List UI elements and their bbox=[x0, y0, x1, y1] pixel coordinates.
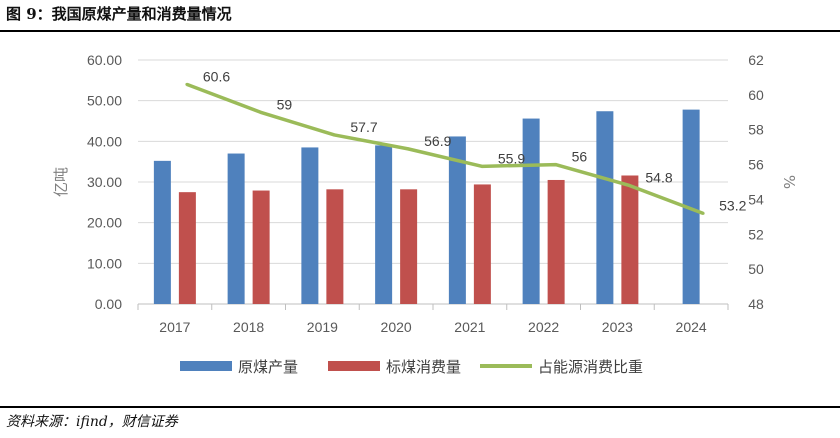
right-axis-ticks: 48 50 52 54 56 58 60 62 bbox=[748, 52, 764, 312]
right-tick-label: 62 bbox=[748, 52, 764, 68]
line-point bbox=[627, 183, 631, 187]
right-tick-label: 50 bbox=[748, 261, 764, 277]
line-energy-share bbox=[186, 82, 704, 216]
line-data-label: 60.6 bbox=[203, 68, 230, 84]
category-label: 2020 bbox=[381, 319, 412, 335]
category-label: 2018 bbox=[233, 319, 264, 335]
bar-standard-coal-consumption bbox=[252, 190, 270, 304]
line-data-label: 57.7 bbox=[350, 119, 377, 135]
source-note: 资料来源：ifind，财信证券 bbox=[6, 414, 178, 430]
bar-standard-coal-consumption bbox=[326, 189, 344, 304]
line-point bbox=[185, 82, 189, 86]
bar-raw-coal-output bbox=[448, 136, 466, 304]
line-point bbox=[332, 133, 336, 137]
combo-chart: 0.00 10.00 20.00 30.00 40.00 50.00 60.00 48 50 5… bbox=[52, 52, 798, 376]
category-label: 2023 bbox=[602, 319, 633, 335]
left-tick-label: 40.00 bbox=[87, 133, 122, 149]
line-point bbox=[406, 147, 410, 151]
line-data-label: 56 bbox=[572, 149, 588, 165]
bar-standard-coal-consumption bbox=[473, 184, 491, 304]
bar-raw-coal-output bbox=[682, 109, 700, 304]
bar-standard-coal-consumption bbox=[621, 175, 639, 304]
bar-standard-coal-consumption bbox=[178, 192, 196, 304]
bar-raw-coal-output bbox=[153, 160, 171, 304]
left-tick-label: 30.00 bbox=[87, 174, 122, 190]
legend-entry: 原煤产量 bbox=[238, 358, 298, 376]
category-label: 2022 bbox=[528, 319, 559, 335]
legend-swatch bbox=[180, 361, 232, 371]
line-data-label: 53.2 bbox=[719, 197, 746, 213]
line-data-label: 54.8 bbox=[645, 169, 672, 185]
right-tick-label: 58 bbox=[748, 122, 764, 138]
bar-raw-coal-output bbox=[227, 153, 245, 304]
legend-entry: 标煤消费量 bbox=[386, 358, 461, 376]
category-label: 2017 bbox=[159, 319, 190, 335]
left-axis-ticks: 0.00 10.00 20.00 30.00 40.00 50.00 60.00 bbox=[87, 52, 122, 312]
bar-standard-coal-consumption bbox=[400, 189, 418, 304]
bar-standard-coal-consumption bbox=[547, 179, 565, 304]
line-point bbox=[259, 110, 263, 114]
line-series: 60.6 59 57.7 56.9 55.9 56 54.8 53.2 bbox=[185, 68, 747, 216]
right-tick-label: 52 bbox=[748, 226, 764, 242]
left-tick-label: 50.00 bbox=[87, 93, 122, 109]
top-rule bbox=[0, 30, 840, 32]
bottom-rule bbox=[0, 406, 840, 408]
left-tick-label: 20.00 bbox=[87, 215, 122, 231]
legend-entry: 占能源消费比重 bbox=[538, 358, 643, 376]
category-label: 2019 bbox=[307, 319, 338, 335]
right-tick-label: 56 bbox=[748, 157, 764, 173]
bar-raw-coal-output bbox=[301, 147, 319, 304]
bar-series bbox=[153, 109, 700, 305]
line-data-label: 56.9 bbox=[424, 133, 451, 149]
bar-raw-coal-output bbox=[522, 118, 540, 304]
left-tick-label: 0.00 bbox=[95, 296, 122, 312]
figure-title: 图 9：我国原煤产量和消费量情况 bbox=[6, 5, 232, 23]
left-tick-label: 10.00 bbox=[87, 255, 122, 271]
category-label: 2021 bbox=[454, 319, 485, 335]
line-point bbox=[480, 164, 484, 168]
bar-raw-coal-output bbox=[375, 145, 393, 304]
right-axis-title: % bbox=[780, 175, 798, 189]
bar-raw-coal-output bbox=[596, 111, 614, 305]
category-label: 2024 bbox=[676, 319, 707, 335]
legend: 原煤产量 标煤消费量 占能源消费比重 bbox=[180, 358, 643, 376]
line-point bbox=[701, 211, 705, 215]
line-data-label: 59 bbox=[277, 96, 293, 112]
legend-swatch bbox=[328, 361, 380, 371]
right-tick-label: 48 bbox=[748, 296, 764, 312]
left-axis-title: 亿吨 bbox=[52, 167, 70, 197]
line-data-label: 55.9 bbox=[498, 150, 525, 166]
gridlines bbox=[137, 59, 729, 310]
right-tick-label: 60 bbox=[748, 87, 764, 103]
right-tick-label: 54 bbox=[748, 191, 764, 207]
category-axis-labels: 2017 2018 2019 2020 2021 2022 2023 2024 bbox=[159, 319, 707, 335]
line-point bbox=[554, 163, 558, 167]
left-tick-label: 60.00 bbox=[87, 52, 122, 68]
